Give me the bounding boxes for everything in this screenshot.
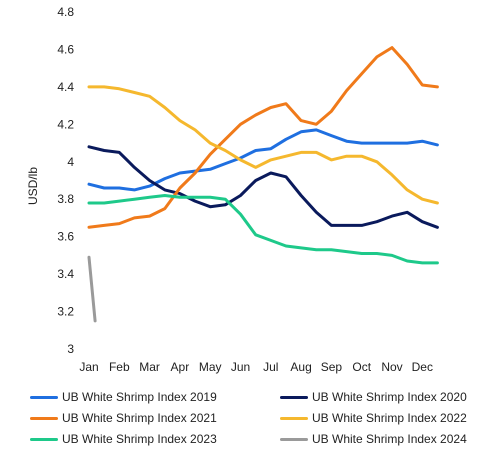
y-axis-ticks: 3 3.2 3.4 3.6 3.8 4 4.2 4.4 4.6 4.8	[57, 5, 74, 356]
y-tick-label: 4	[67, 155, 74, 169]
y-tick-label: 4.2	[57, 117, 74, 131]
x-tick-label: Jun	[231, 360, 250, 374]
legend-item: UB White Shrimp Index 2021	[30, 409, 280, 427]
series-line-0	[87, 128, 439, 192]
series-line-3	[87, 85, 439, 205]
legend-label: UB White Shrimp Index 2024	[312, 432, 467, 446]
x-tick-label: Mar	[139, 360, 160, 374]
y-tick-label: 3.8	[57, 192, 74, 206]
legend-label: UB White Shrimp Index 2020	[312, 390, 467, 404]
legend-swatch	[30, 437, 58, 441]
legend-swatch	[30, 416, 58, 420]
series-lines	[87, 46, 439, 323]
legend-item: UB White Shrimp Index 2019	[30, 388, 280, 406]
legend-item: UB White Shrimp Index 2024	[280, 430, 470, 448]
y-tick-label: 3.2	[57, 305, 74, 319]
x-tick-label: Oct	[352, 360, 371, 374]
y-tick-label: 3.6	[57, 230, 74, 244]
legend-item: UB White Shrimp Index 2023	[30, 430, 280, 448]
x-axis-ticks: Jan Feb Mar Apr May Jun Jul Aug Sep Oct Nov Dec	[79, 360, 433, 374]
legend-swatch	[30, 395, 58, 399]
y-tick-label: 3	[67, 342, 74, 356]
x-tick-label: Sep	[321, 360, 343, 374]
x-tick-label: Jan	[79, 360, 98, 374]
legend-swatch	[280, 395, 308, 399]
legend-label: UB White Shrimp Index 2023	[62, 432, 217, 446]
x-tick-label: Jul	[263, 360, 278, 374]
legend-swatch	[280, 437, 308, 441]
legend-label: UB White Shrimp Index 2021	[62, 411, 217, 425]
x-tick-label: May	[199, 360, 222, 374]
legend-item: UB White Shrimp Index 2022	[280, 409, 470, 427]
x-tick-label: Nov	[381, 360, 402, 374]
legend-item: UB White Shrimp Index 2020	[280, 388, 470, 406]
series-line-4	[87, 194, 439, 265]
legend-swatch	[280, 416, 308, 420]
series-line-1	[87, 145, 439, 229]
legend-label: UB White Shrimp Index 2022	[312, 411, 467, 425]
y-tick-label: 4.8	[57, 5, 74, 19]
y-tick-label: 4.4	[57, 80, 74, 94]
series-line-2	[87, 46, 439, 229]
legend: UB White Shrimp Index 2019 UB White Shrim…	[30, 388, 470, 448]
series-line-5	[87, 255, 97, 323]
legend-label: UB White Shrimp Index 2019	[62, 390, 217, 404]
y-axis-title: USD/lb	[26, 167, 40, 205]
y-tick-label: 3.4	[57, 267, 74, 281]
x-tick-label: Dec	[412, 360, 433, 374]
y-tick-label: 4.6	[57, 42, 74, 56]
x-tick-label: Aug	[290, 360, 311, 374]
x-tick-label: Apr	[171, 360, 190, 374]
x-tick-label: Feb	[109, 360, 130, 374]
